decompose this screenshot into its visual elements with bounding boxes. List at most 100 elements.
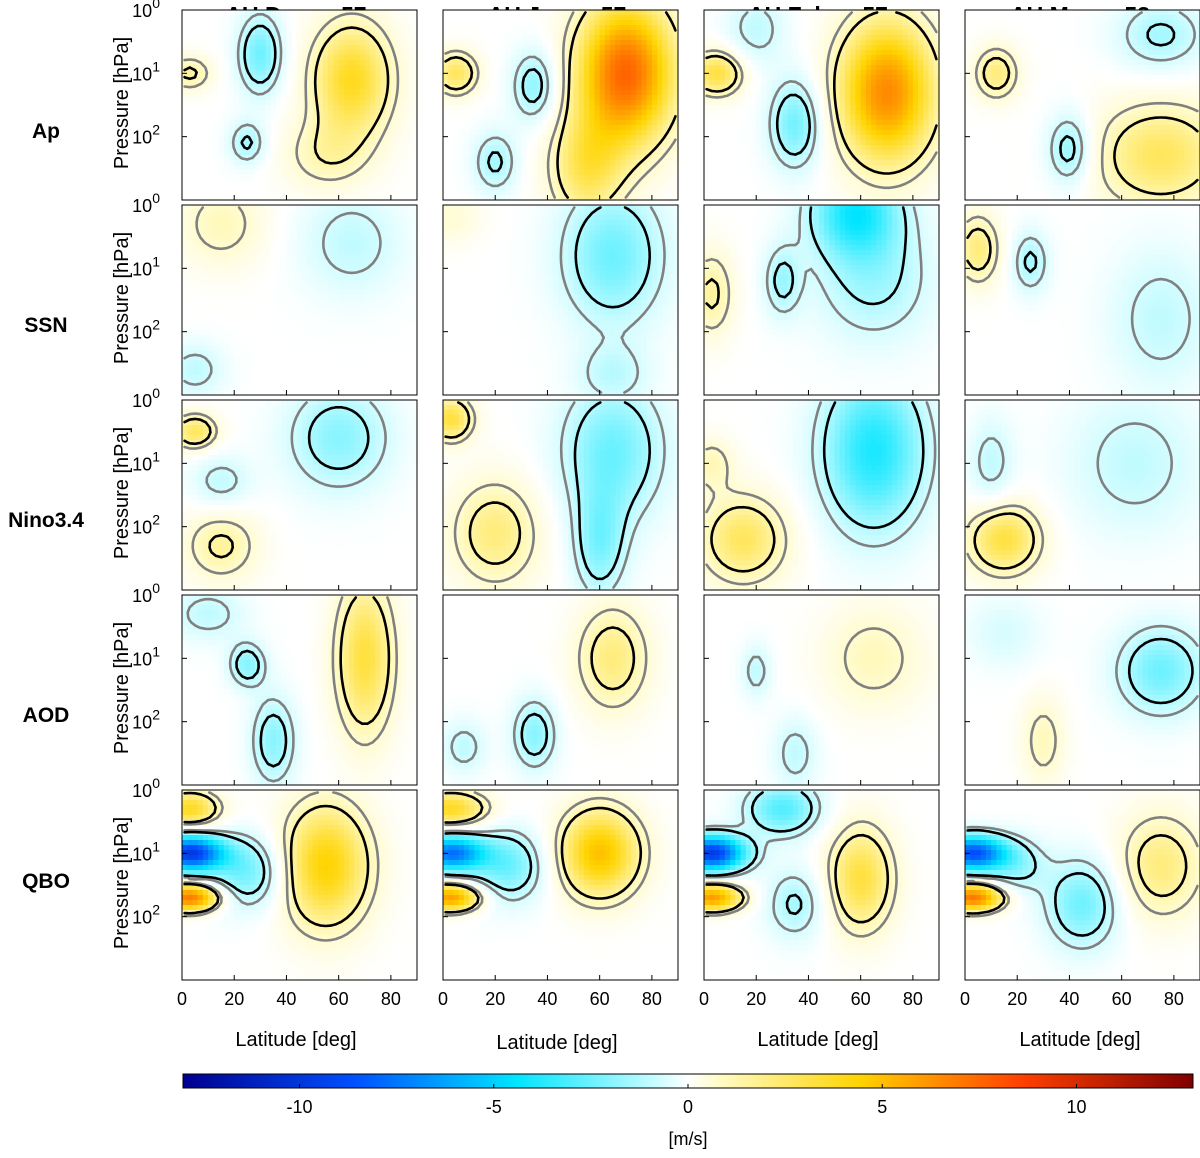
heatmap-cell [292, 45, 298, 51]
heatmap-cell [349, 55, 355, 61]
heatmap-cell [307, 30, 313, 36]
heatmap-cell [281, 30, 287, 36]
heatmap-cell [396, 45, 402, 51]
heatmap-cell [328, 90, 334, 96]
heatmap-cell [349, 30, 355, 36]
heatmap-cell [281, 115, 287, 121]
heatmap-cell [276, 95, 282, 101]
heatmap-cell [271, 90, 277, 96]
heatmap-cell [281, 80, 287, 86]
heatmap-cell [391, 85, 397, 91]
heatmap-cell [219, 25, 225, 31]
heatmap-cell [370, 25, 376, 31]
heatmap-cell [386, 15, 392, 21]
heatmap-cell [349, 60, 355, 66]
heatmap-cell [286, 115, 292, 121]
panel-grid: 1001011021001011021001011021001011021001… [132, 0, 1200, 1009]
heatmap-cell [286, 85, 292, 91]
heatmap-cell [208, 20, 214, 26]
heatmap-cell [198, 45, 204, 51]
heatmap-cell [219, 80, 225, 86]
heatmap-cell [203, 115, 209, 121]
heatmap-cell [407, 55, 413, 61]
heatmap-cell [344, 75, 350, 81]
heatmap-cell [224, 30, 230, 36]
heatmap-cell [229, 40, 235, 46]
heatmap-cell [281, 60, 287, 66]
heatmap-cell [365, 45, 371, 51]
heatmap-cell [260, 70, 266, 76]
heatmap-cell [281, 105, 287, 111]
heatmap-cell [250, 105, 256, 111]
x-axis-label-1: Latitude [deg] [235, 1029, 356, 1051]
heatmap-cell [260, 65, 266, 71]
heatmap-cell [375, 80, 381, 86]
heatmap-cell [407, 45, 413, 51]
heatmap-cell [255, 115, 261, 121]
row-label-2: SSN [24, 314, 67, 337]
heatmap-cell [349, 75, 355, 81]
heatmap-cell [407, 35, 413, 41]
heatmap-cell [219, 90, 225, 96]
heatmap-cell [182, 80, 188, 86]
heatmap-cell [360, 55, 366, 61]
heatmap-cell [192, 10, 198, 16]
heatmap-cell [297, 85, 303, 91]
heatmap-cell [386, 105, 392, 111]
heatmap-cell [198, 30, 204, 36]
heatmap-cell [318, 20, 324, 26]
heatmap-cell [292, 80, 298, 86]
heatmap-cell [281, 75, 287, 81]
heatmap-cell [234, 90, 240, 96]
heatmap-cell [302, 30, 308, 36]
heatmap-cell [401, 105, 407, 111]
heatmap-cell [281, 15, 287, 21]
heatmap-cell [391, 25, 397, 31]
heatmap-cell [370, 115, 376, 121]
heatmap-cell [255, 70, 261, 76]
heatmap-cell [407, 10, 413, 16]
heatmap-cell [219, 35, 225, 41]
heatmap-cell [281, 65, 287, 71]
heatmap-cell [198, 115, 204, 121]
heatmap-cell [396, 105, 402, 111]
heatmap-cell [213, 35, 219, 41]
heatmap-cell [292, 15, 298, 21]
heatmap-cell [213, 105, 219, 111]
heatmap-cell [375, 95, 381, 101]
heatmap-cell [208, 35, 214, 41]
heatmap-cell [407, 15, 413, 21]
heatmap-cell [219, 60, 225, 66]
heatmap-cell [344, 60, 350, 66]
heatmap-cell [250, 40, 256, 46]
heatmap-cell [370, 105, 376, 111]
heatmap-cell [255, 40, 261, 46]
heatmap-cell [260, 85, 266, 91]
heatmap-cell [323, 100, 329, 106]
heatmap-cell [286, 40, 292, 46]
heatmap-cell [255, 50, 261, 56]
heatmap-cell [192, 15, 198, 21]
heatmap-cell [255, 65, 261, 71]
heatmap-cell [192, 115, 198, 121]
heatmap-cell [286, 65, 292, 71]
heatmap-cell [370, 80, 376, 86]
heatmap-cell [192, 95, 198, 101]
heatmap-cell [192, 105, 198, 111]
heatmap-cell [203, 35, 209, 41]
heatmap-cell [365, 20, 371, 26]
heatmap-cell [198, 50, 204, 56]
heatmap-cell [407, 95, 413, 101]
heatmap-cell [339, 95, 345, 101]
heatmap-cell [349, 95, 355, 101]
heatmap-cell [401, 80, 407, 86]
heatmap-cell [307, 15, 313, 21]
heatmap-cell [401, 20, 407, 26]
heatmap-cell [187, 80, 193, 86]
heatmap-cell [407, 115, 413, 121]
heatmap-cell [187, 100, 193, 106]
heatmap-cell [323, 65, 329, 71]
heatmap-cell [187, 15, 193, 21]
heatmap-cell [354, 95, 360, 101]
heatmap-cell [213, 120, 219, 126]
